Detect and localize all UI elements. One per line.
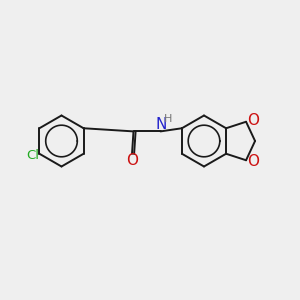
Text: O: O [247,113,259,128]
Text: Cl: Cl [26,149,39,162]
Text: O: O [247,154,259,169]
Text: N: N [155,117,166,132]
Text: O: O [126,153,138,168]
Text: H: H [164,114,172,124]
